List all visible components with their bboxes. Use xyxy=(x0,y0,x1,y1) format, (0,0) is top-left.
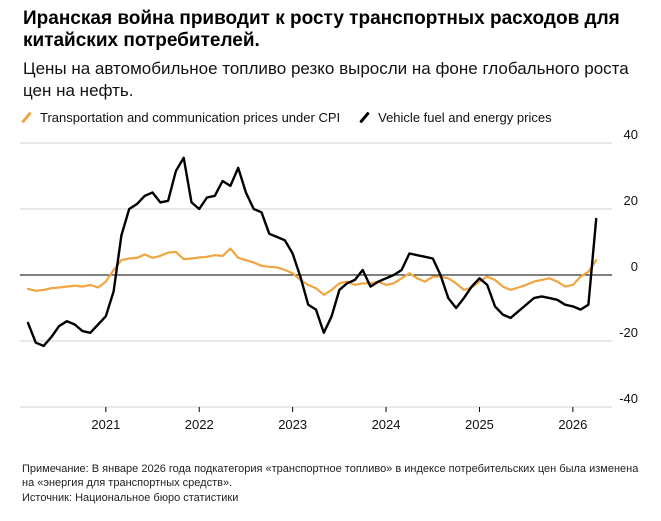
legend-label-transport: Transportation and communication prices … xyxy=(40,109,341,125)
legend-item-transport: Transportation and communication prices … xyxy=(20,110,340,125)
series-line-fuel xyxy=(26,156,598,348)
chart-subtitle: Цены на автомобильное топливо резко выро… xyxy=(23,59,629,100)
legend: Transportation and communication prices … xyxy=(20,108,570,126)
x-tick-label: 2026 xyxy=(558,417,587,432)
y-tick-label: 40 xyxy=(624,128,638,142)
x-tick-label: 2021 xyxy=(91,417,120,432)
footnote: Примечание: В январе 2026 года подкатего… xyxy=(22,463,639,489)
legend-item-fuel: Vehicle fuel and energy prices xyxy=(358,109,552,125)
legend-swatch-orange xyxy=(21,111,32,123)
chart-title: Иранская война приводит к росту транспор… xyxy=(23,8,620,51)
legend-swatch-black xyxy=(359,111,370,123)
y-tick-label: 0 xyxy=(631,259,638,274)
legend-label-fuel: Vehicle fuel and energy prices xyxy=(378,109,552,125)
line-chart: 40 20 0 -20 -40 2021 2022 2023 2024 2025 2026 xyxy=(20,128,638,432)
y-tick-label: -40 xyxy=(619,391,638,406)
x-tick-label: 2023 xyxy=(278,417,307,432)
source-note: Источник: Национальное бюро статистики xyxy=(22,492,239,504)
x-tick-label: 2022 xyxy=(185,417,214,432)
x-tick-label: 2025 xyxy=(465,417,494,432)
y-tick-label: 20 xyxy=(624,193,638,208)
series-line-transport xyxy=(26,247,598,296)
x-tick-label: 2024 xyxy=(372,417,401,432)
y-tick-label: -20 xyxy=(619,325,638,340)
